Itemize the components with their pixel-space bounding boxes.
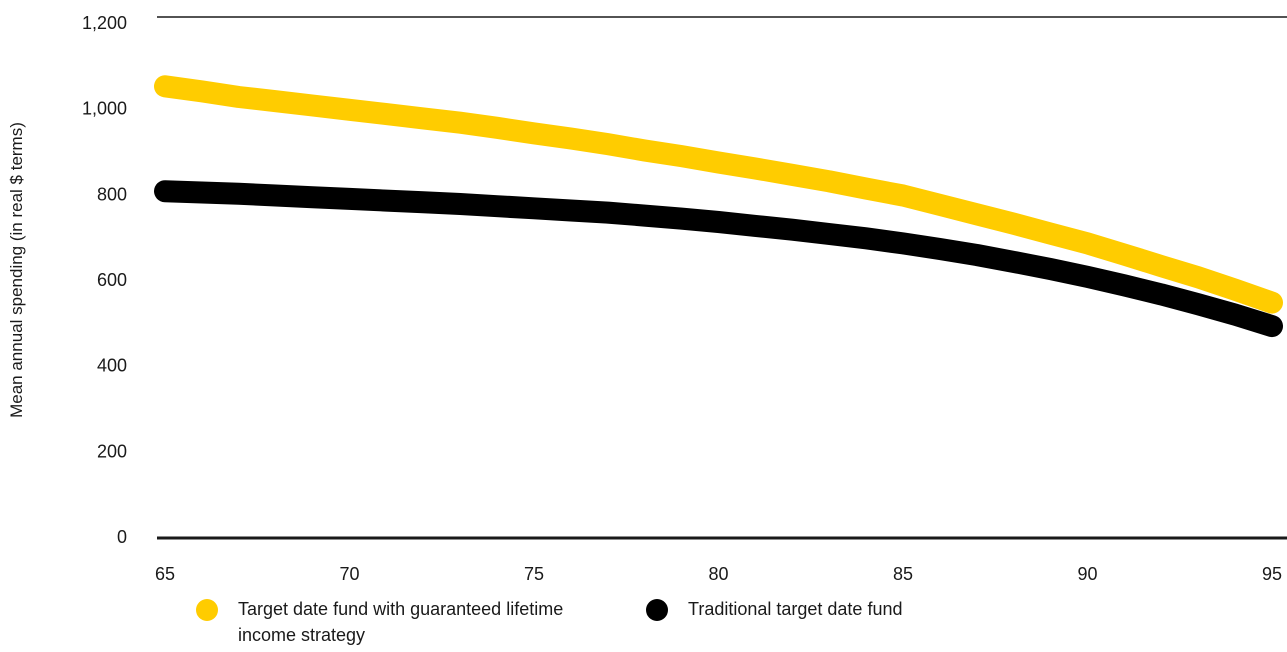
series-lines [154,75,1283,338]
legend: Target date fund with guaranteed lifetim… [0,596,1287,652]
y-tick-label: 1,000 [82,99,127,119]
black-dot-icon [646,599,668,621]
y-tick-label: 0 [117,527,127,547]
legend-label-traditional: Traditional target date fund [688,599,903,619]
y-axis-title: Mean annual spending (in real $ terms) [7,122,26,418]
x-tick-label: 70 [339,564,359,584]
x-tick-label: 85 [893,564,913,584]
legend-item-guaranteed-income: Target date fund with guaranteed lifetim… [196,596,596,648]
x-tick-labels: 65 70 75 80 85 90 95 [155,564,1282,584]
y-tick-label: 1,200 [82,13,127,33]
series-line-traditional [154,180,1283,338]
legend-item-traditional: Traditional target date fund [646,596,1046,622]
x-tick-label: 75 [524,564,544,584]
x-tick-label: 80 [708,564,728,584]
y-tick-label: 400 [97,356,127,376]
x-tick-label: 95 [1262,564,1282,584]
legend-label-guaranteed-income: Target date fund with guaranteed lifetim… [238,599,564,645]
x-tick-label: 90 [1077,564,1097,584]
x-tick-label: 65 [155,564,175,584]
y-tick-label: 200 [97,441,127,461]
y-tick-labels: 0 200 400 600 800 1,000 1,200 [82,13,127,547]
y-tick-label: 600 [97,270,127,290]
y-tick-label: 800 [97,184,127,204]
yellow-dot-icon [196,599,218,621]
series-line-guaranteed-income [154,75,1283,314]
